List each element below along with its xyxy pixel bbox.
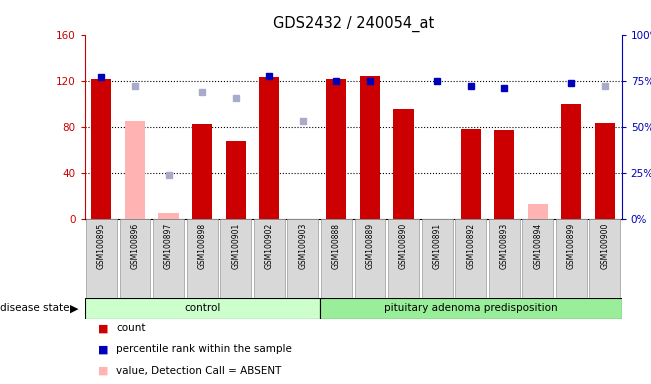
Text: GSM100900: GSM100900 <box>600 223 609 269</box>
Bar <box>388 219 419 298</box>
Bar <box>561 104 581 219</box>
Text: GSM100891: GSM100891 <box>432 223 441 269</box>
Text: GSM100899: GSM100899 <box>567 223 576 269</box>
Text: ▶: ▶ <box>70 303 79 313</box>
Bar <box>85 298 320 319</box>
Text: GSM100895: GSM100895 <box>97 223 106 269</box>
Text: percentile rank within the sample: percentile rank within the sample <box>116 344 292 354</box>
Bar <box>320 298 622 319</box>
Bar <box>326 79 346 219</box>
Text: GSM100898: GSM100898 <box>198 223 206 269</box>
Text: GDS2432 / 240054_at: GDS2432 / 240054_at <box>273 15 434 31</box>
Bar <box>125 121 145 219</box>
Bar <box>187 219 217 298</box>
Bar <box>360 76 380 219</box>
Bar <box>192 124 212 219</box>
Bar <box>120 219 150 298</box>
Bar <box>91 79 111 219</box>
Text: GSM100896: GSM100896 <box>130 223 139 269</box>
Text: pituitary adenoma predisposition: pituitary adenoma predisposition <box>384 303 557 313</box>
Text: disease state: disease state <box>0 303 73 313</box>
Bar <box>589 219 620 298</box>
Text: GSM100897: GSM100897 <box>164 223 173 269</box>
Text: GSM100894: GSM100894 <box>533 223 542 269</box>
Text: GSM100893: GSM100893 <box>500 223 508 269</box>
Bar <box>494 130 514 219</box>
Text: GSM100902: GSM100902 <box>265 223 274 269</box>
Bar <box>220 219 251 298</box>
Bar <box>556 219 587 298</box>
Bar <box>489 219 519 298</box>
Bar <box>86 219 117 298</box>
Text: control: control <box>184 303 220 313</box>
Bar <box>259 77 279 219</box>
Bar <box>528 204 548 219</box>
Bar <box>158 213 178 219</box>
Bar <box>153 219 184 298</box>
Bar <box>321 219 352 298</box>
Text: GSM100903: GSM100903 <box>298 223 307 269</box>
Bar <box>595 123 615 219</box>
Bar <box>460 129 480 219</box>
Text: GSM100888: GSM100888 <box>332 223 341 269</box>
Bar <box>455 219 486 298</box>
Text: GSM100901: GSM100901 <box>231 223 240 269</box>
Text: GSM100890: GSM100890 <box>399 223 408 269</box>
Text: ■: ■ <box>98 344 108 354</box>
Text: count: count <box>116 323 145 333</box>
Bar <box>226 141 246 219</box>
Bar <box>393 109 413 219</box>
Text: value, Detection Call = ABSENT: value, Detection Call = ABSENT <box>116 366 281 376</box>
Text: ■: ■ <box>98 323 108 333</box>
Bar <box>522 219 553 298</box>
Bar <box>355 219 385 298</box>
Text: GSM100889: GSM100889 <box>365 223 374 269</box>
Text: GSM100892: GSM100892 <box>466 223 475 269</box>
Bar <box>287 219 318 298</box>
Text: ■: ■ <box>98 366 108 376</box>
Bar <box>254 219 284 298</box>
Bar <box>422 219 452 298</box>
